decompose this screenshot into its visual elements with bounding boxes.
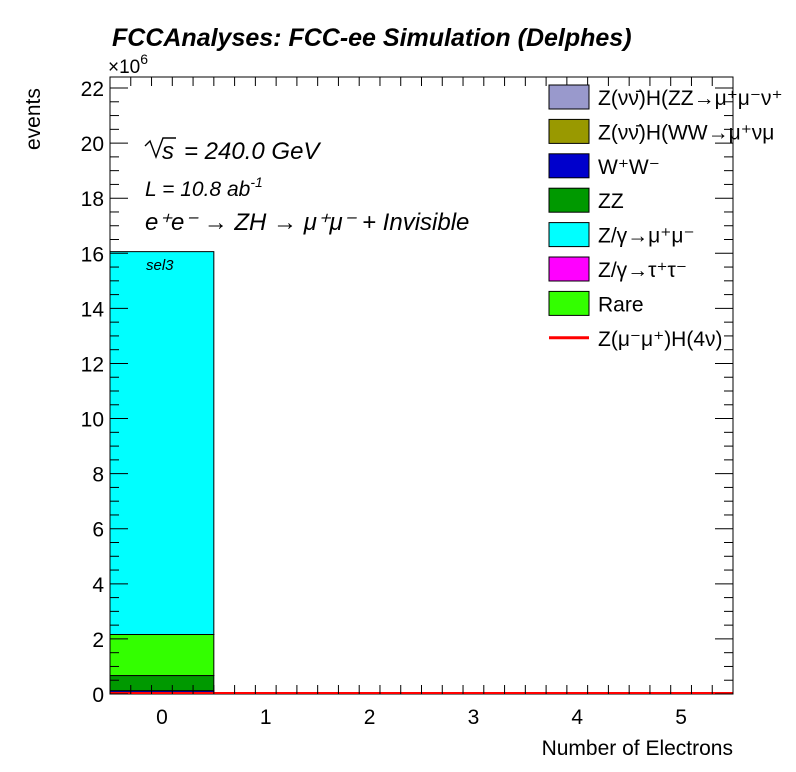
y-axis-label: events bbox=[22, 88, 45, 150]
y-tick-label: 2 bbox=[92, 629, 104, 652]
y-tick-label: 4 bbox=[92, 574, 104, 597]
legend-label: Z/γ→τ⁺τ⁻ bbox=[598, 259, 687, 282]
process-label: e⁺e⁻ → ZH → μ⁺μ⁻ + Invisible bbox=[145, 209, 469, 236]
bar-z--0 bbox=[109, 251, 215, 636]
sqrt-s-annotation: s = 240.0 GeV bbox=[144, 137, 321, 165]
y-tick-label: 0 bbox=[92, 684, 104, 707]
y-tick-label: 18 bbox=[81, 188, 104, 211]
bars-group bbox=[109, 251, 215, 695]
x-tick-label: 0 bbox=[156, 706, 168, 729]
y-tick-label: 10 bbox=[81, 409, 104, 432]
annotations: s = 240.0 GeV L = 10.8 ab-1 e⁺e⁻ → ZH → … bbox=[144, 137, 469, 274]
legend: Z(νν̄)H(ZZ→μ⁺μ⁻ν⁺ Z(νν̄)H(WW→μ⁺νμ W⁺W⁻ ZZ Z/… bbox=[548, 84, 783, 351]
energy-label: = 240.0 GeV bbox=[184, 138, 321, 165]
x-axis-label: Number of Electrons bbox=[542, 737, 733, 760]
selection-label: sel3 bbox=[146, 257, 174, 274]
x-tick-label: 4 bbox=[571, 706, 583, 729]
legend-swatch bbox=[548, 290, 590, 316]
legend-swatch bbox=[548, 187, 590, 213]
x-ticks-group: 0 1 2 3 4 5 bbox=[109, 77, 734, 729]
x-tick-label: 5 bbox=[675, 706, 687, 729]
chart-title: FCCAnalyses: FCC-ee Simulation (Delphes) bbox=[112, 24, 632, 52]
legend-label: Z(νν̄)H(ZZ→μ⁺μ⁻ν⁺ bbox=[598, 87, 783, 110]
y-tick-label: 20 bbox=[81, 133, 104, 156]
bar-rare-0 bbox=[109, 634, 215, 677]
legend-label: Z(νν̄)H(WW→μ⁺νμ bbox=[598, 121, 774, 144]
legend-label: W⁺W⁻ bbox=[598, 156, 660, 179]
y-tick-label: 14 bbox=[81, 298, 105, 321]
x-tick-label: 2 bbox=[364, 706, 376, 729]
legend-label: Z/γ→μ⁺μ⁻ bbox=[598, 225, 695, 248]
x-tick-label: 3 bbox=[468, 706, 480, 729]
legend-signal-label: Z(μ⁻μ⁺)H(4ν) bbox=[598, 328, 723, 351]
legend-label: Rare bbox=[598, 293, 644, 316]
bar-zz-0 bbox=[109, 675, 215, 692]
y-tick-label: 12 bbox=[81, 353, 104, 376]
legend-swatch bbox=[548, 256, 590, 282]
legend-swatch bbox=[548, 84, 590, 110]
y-tick-label: 6 bbox=[92, 519, 104, 542]
y-tick-label: 16 bbox=[81, 243, 104, 266]
legend-swatch bbox=[548, 153, 590, 179]
sqrt-s-label: s bbox=[162, 138, 174, 165]
y-tick-label: 22 bbox=[81, 78, 104, 101]
y-tick-label: 8 bbox=[92, 464, 104, 487]
legend-swatch bbox=[548, 222, 590, 248]
legend-swatch bbox=[548, 118, 590, 144]
sqrt-symbol bbox=[144, 137, 176, 160]
luminosity-label: L = 10.8 ab-1 bbox=[145, 174, 263, 201]
y-multiplier: ×106 bbox=[108, 51, 148, 78]
x-tick-label: 1 bbox=[260, 706, 272, 729]
legend-label: ZZ bbox=[598, 190, 624, 213]
y-ticks-group: 0 2 4 6 8 10 12 14 16 18 20 22 bbox=[81, 78, 733, 707]
